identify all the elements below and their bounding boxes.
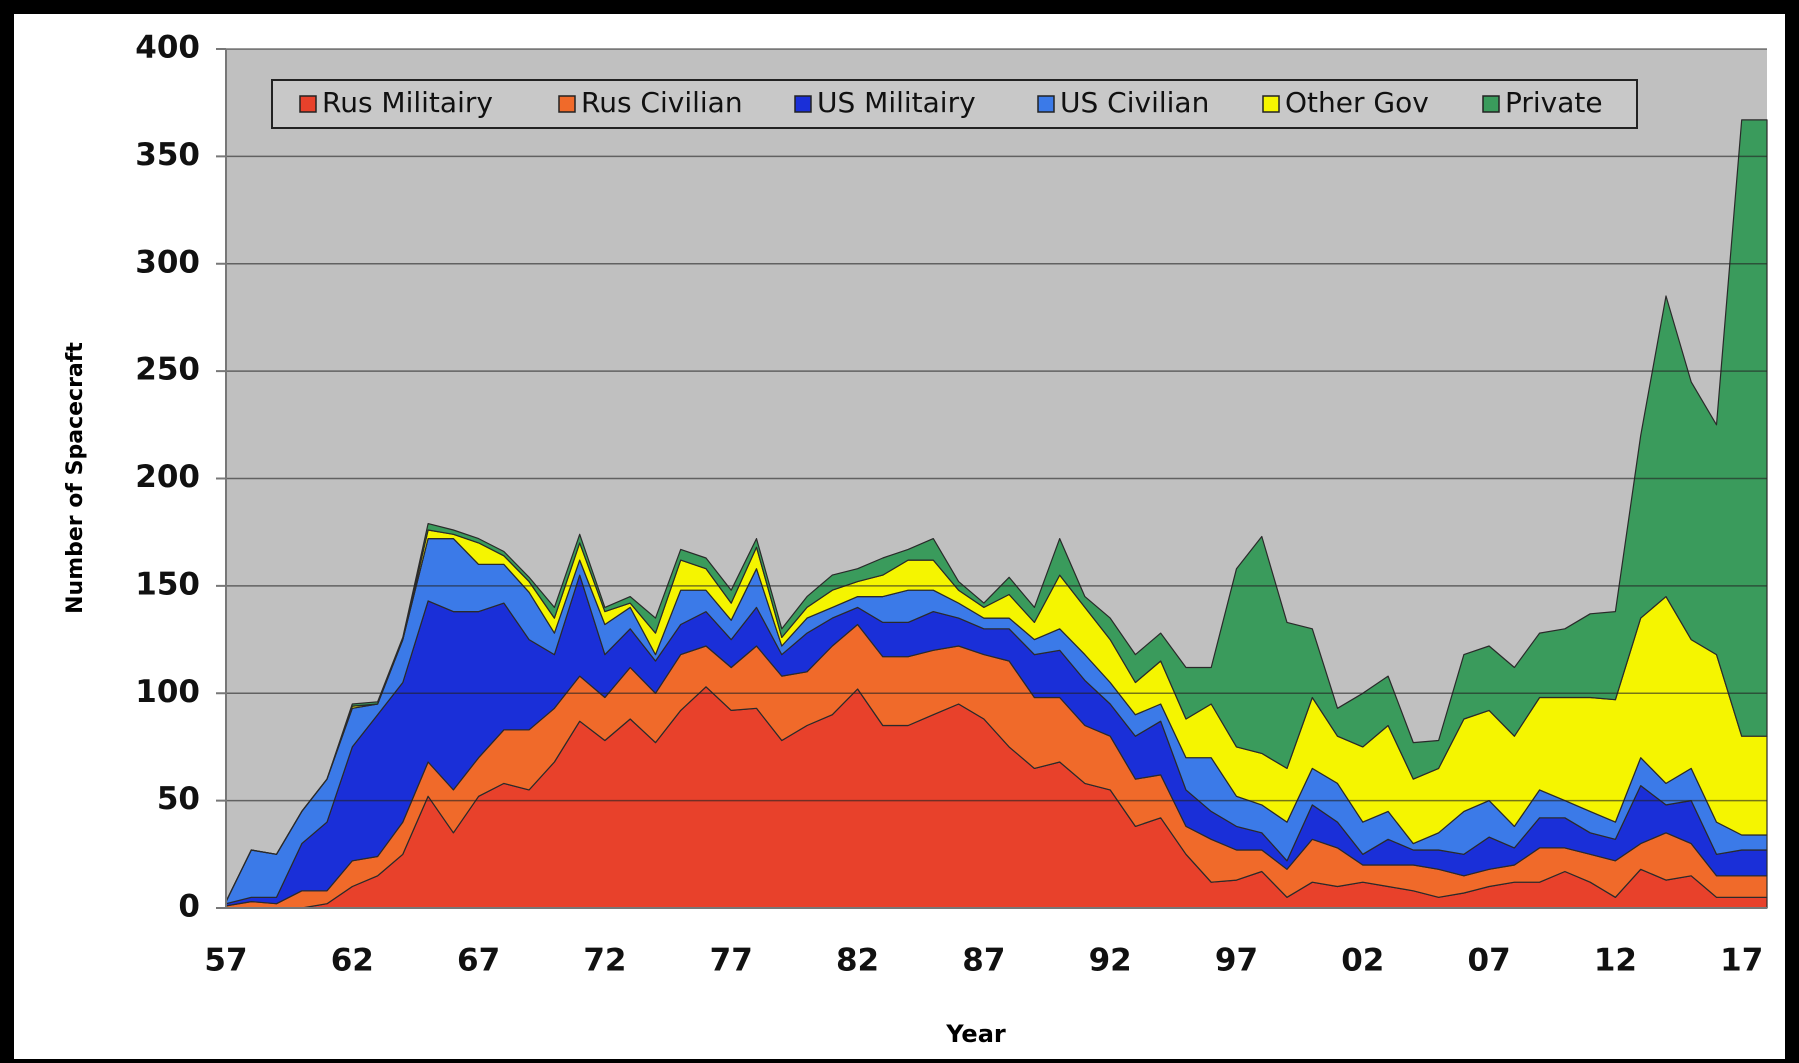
x-tick-label: 57 xyxy=(204,943,247,979)
legend-swatch xyxy=(794,95,812,113)
y-tick-label: 100 xyxy=(135,674,200,710)
x-tick-label: 07 xyxy=(1468,943,1511,979)
y-tick-label: 250 xyxy=(135,352,200,388)
x-tick-label: 02 xyxy=(1341,943,1384,979)
x-tick-label: 72 xyxy=(583,943,626,979)
y-tick-label: 400 xyxy=(135,30,200,66)
legend-box xyxy=(271,79,1638,129)
y-tick-label: 0 xyxy=(178,889,200,925)
x-tick-label: 87 xyxy=(962,943,1005,979)
legend-label: US Militairy xyxy=(817,86,976,119)
y-tick-label: 50 xyxy=(157,781,200,817)
x-tick-label: 12 xyxy=(1594,943,1637,979)
legend-swatch xyxy=(1262,95,1280,113)
legend-label: Private xyxy=(1505,86,1603,119)
legend-swatch xyxy=(1482,95,1500,113)
x-tick-label: 62 xyxy=(331,943,374,979)
x-tick-label: 82 xyxy=(836,943,879,979)
legend-label: Other Gov xyxy=(1285,86,1429,119)
legend-label: Rus Civilian xyxy=(581,86,743,119)
legend-label: Rus Militairy xyxy=(322,86,493,119)
legend-label: US Civilian xyxy=(1060,86,1209,119)
y-tick-label: 300 xyxy=(135,244,200,280)
y-tick-label: 350 xyxy=(135,137,200,173)
x-tick-label: 97 xyxy=(1215,943,1258,979)
legend-swatch xyxy=(558,95,576,113)
x-axis-label: Year xyxy=(945,1020,1006,1048)
x-tick-label: 17 xyxy=(1720,943,1763,979)
y-tick-label: 200 xyxy=(135,459,200,495)
x-tick-label: 67 xyxy=(457,943,500,979)
area xyxy=(225,119,1768,903)
y-tick-label: 150 xyxy=(135,566,200,602)
legend-swatch xyxy=(1037,95,1055,113)
legend-swatch xyxy=(299,95,317,113)
x-tick-label: 92 xyxy=(1089,943,1132,979)
x-tick-label: 77 xyxy=(710,943,753,979)
y-axis-label: Number of Spacecraft xyxy=(63,342,88,614)
